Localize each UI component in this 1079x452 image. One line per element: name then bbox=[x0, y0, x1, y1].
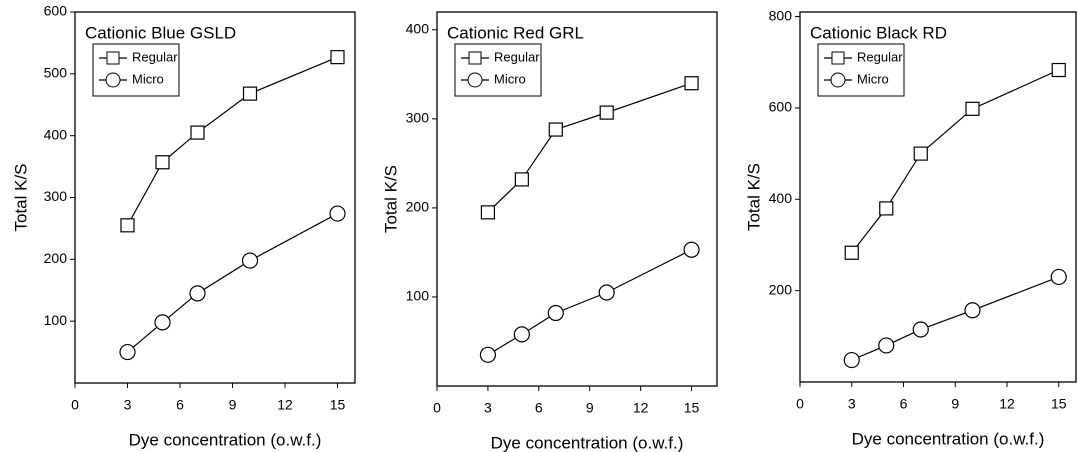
x-tick-label: 9 bbox=[229, 397, 237, 413]
x-tick-label: 9 bbox=[586, 400, 594, 416]
y-tick-label: 300 bbox=[406, 110, 430, 126]
marker bbox=[513, 326, 530, 343]
y-tick-label: 100 bbox=[44, 312, 68, 328]
marker bbox=[479, 346, 497, 363]
marker bbox=[878, 337, 895, 354]
marker bbox=[1050, 268, 1067, 286]
y-tick-label: 100 bbox=[406, 288, 430, 304]
y-tick-label: 200 bbox=[769, 281, 793, 297]
chart-title: Cationic Black RD bbox=[810, 23, 947, 42]
legend-label: Micro bbox=[132, 71, 164, 86]
marker bbox=[844, 245, 859, 260]
legend-marker bbox=[106, 51, 120, 65]
x-tick-label: 12 bbox=[999, 396, 1015, 412]
y-tick-label: 600 bbox=[44, 3, 68, 19]
x-tick-label: 9 bbox=[951, 396, 959, 412]
marker bbox=[242, 86, 258, 101]
y-axis-label: Total K/S bbox=[11, 163, 30, 231]
marker bbox=[514, 172, 529, 187]
marker bbox=[154, 314, 171, 331]
marker bbox=[684, 76, 699, 91]
series-line bbox=[851, 69, 1059, 254]
y-tick-label: 500 bbox=[44, 65, 68, 81]
x-tick-label: 6 bbox=[535, 400, 543, 416]
series-line bbox=[487, 82, 692, 213]
marker bbox=[912, 321, 929, 338]
marker bbox=[119, 343, 136, 361]
y-tick-label: 400 bbox=[44, 126, 68, 142]
marker bbox=[548, 122, 563, 137]
legend-label: Micro bbox=[857, 71, 889, 86]
legend-marker bbox=[105, 72, 121, 88]
x-tick-label: 0 bbox=[71, 397, 79, 413]
y-tick-label: 200 bbox=[406, 199, 430, 215]
x-axis-label: Dye concentration (o.w.f.) bbox=[852, 429, 1045, 448]
marker bbox=[913, 146, 928, 161]
x-tick-label: 15 bbox=[330, 397, 346, 413]
y-tick-label: 600 bbox=[769, 99, 793, 115]
legend-marker bbox=[467, 72, 483, 88]
x-tick-label: 15 bbox=[1051, 396, 1067, 412]
marker bbox=[598, 284, 615, 301]
legend-marker bbox=[831, 51, 845, 65]
marker bbox=[155, 155, 170, 170]
plot-frame bbox=[799, 11, 1077, 383]
plot-frame bbox=[436, 11, 718, 387]
x-axis-label: Dye concentration (o.w.f.) bbox=[491, 433, 684, 452]
legend-marker bbox=[468, 51, 482, 65]
marker bbox=[241, 252, 259, 269]
x-tick-label: 3 bbox=[484, 400, 492, 416]
x-tick-label: 3 bbox=[124, 397, 132, 413]
marker bbox=[190, 125, 205, 140]
marker bbox=[879, 201, 894, 216]
x-tick-label: 6 bbox=[176, 397, 184, 413]
legend-marker bbox=[830, 72, 846, 88]
marker bbox=[329, 205, 346, 222]
x-tick-label: 0 bbox=[796, 396, 804, 412]
series-line bbox=[127, 213, 338, 353]
legend-label: Regular bbox=[132, 49, 178, 64]
marker bbox=[189, 285, 206, 302]
marker bbox=[1051, 62, 1066, 78]
x-tick-label: 15 bbox=[684, 400, 700, 416]
x-tick-label: 3 bbox=[848, 396, 856, 412]
marker bbox=[547, 304, 564, 322]
x-tick-label: 12 bbox=[633, 400, 649, 416]
y-axis-label: Total K/S bbox=[744, 163, 763, 231]
marker bbox=[120, 218, 135, 233]
y-tick-label: 300 bbox=[44, 188, 68, 204]
marker bbox=[965, 101, 980, 116]
marker bbox=[480, 205, 496, 220]
y-tick-label: 200 bbox=[44, 250, 68, 266]
y-axis-label: Total K/S bbox=[381, 165, 400, 233]
y-tick-label: 400 bbox=[406, 21, 430, 37]
legend-label: Micro bbox=[494, 71, 526, 86]
x-tick-label: 0 bbox=[433, 400, 441, 416]
y-tick-label: 400 bbox=[769, 190, 793, 206]
marker bbox=[843, 351, 860, 369]
marker bbox=[599, 105, 614, 120]
y-tick-label: 800 bbox=[769, 7, 793, 23]
marker bbox=[964, 302, 981, 319]
legend-label: Regular bbox=[857, 49, 903, 64]
marker bbox=[330, 50, 345, 65]
chart-title: Cationic Red GRL bbox=[447, 23, 584, 42]
chart-title: Cationic Blue GSLD bbox=[85, 23, 236, 42]
legend-label: Regular bbox=[494, 49, 540, 64]
x-axis-label: Dye concentration (o.w.f.) bbox=[129, 430, 322, 449]
x-tick-label: 12 bbox=[277, 397, 293, 413]
x-tick-label: 6 bbox=[900, 396, 908, 412]
marker bbox=[683, 241, 700, 258]
